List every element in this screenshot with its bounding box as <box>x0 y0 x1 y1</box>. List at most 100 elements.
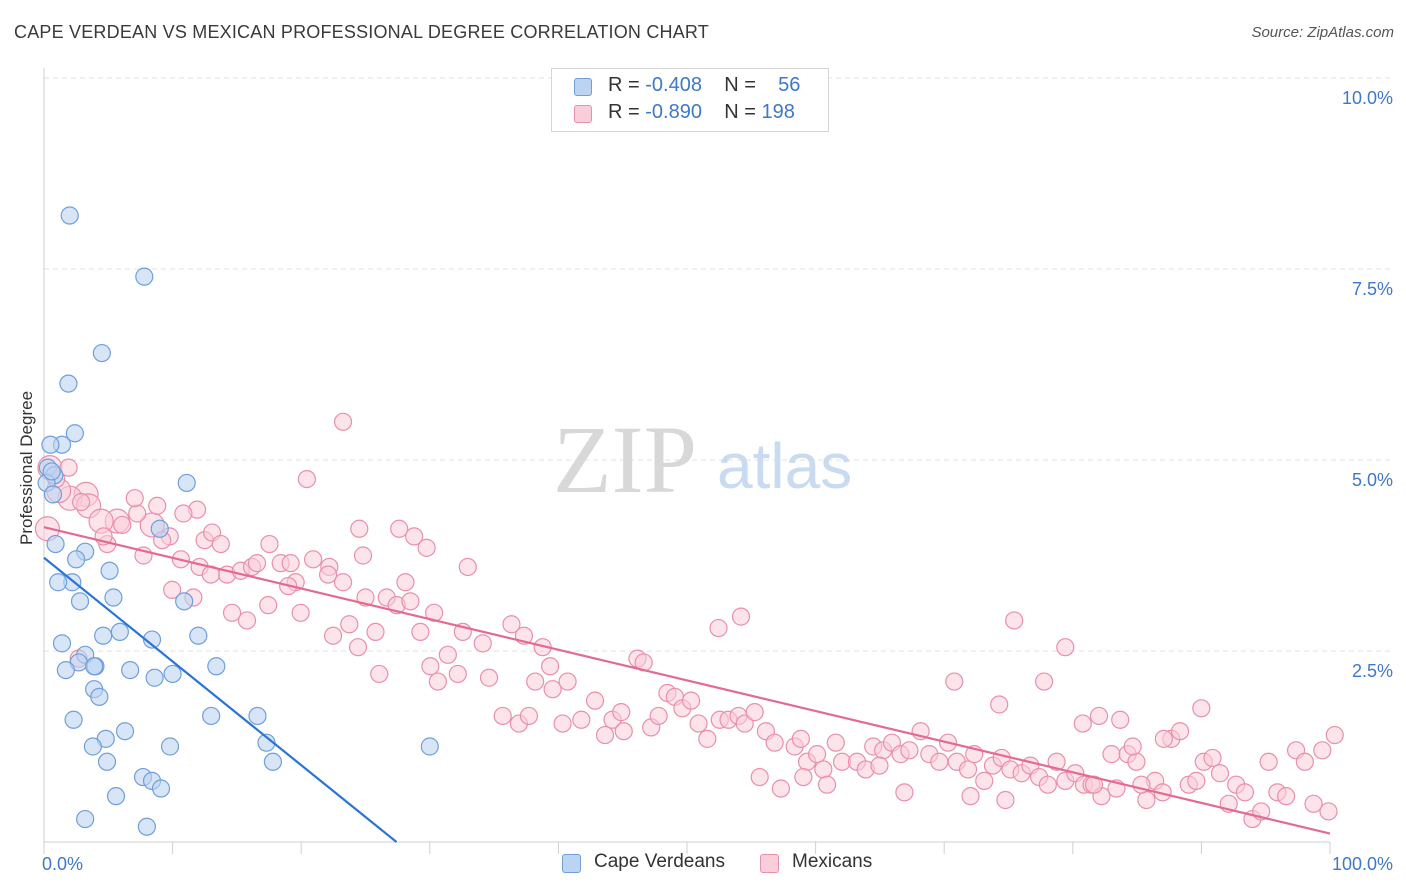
cape-verdean-point <box>189 626 208 645</box>
mexican-point <box>975 771 994 790</box>
cape-verdean-point <box>145 668 164 687</box>
mexican-point <box>930 752 949 771</box>
mexican-point <box>1089 706 1109 726</box>
legend-n-value: 56 <box>778 74 801 96</box>
y-tick-label: 7.5% <box>1352 279 1393 299</box>
mexican-point <box>211 534 230 554</box>
mexican-point <box>870 756 889 775</box>
mexican-point <box>222 603 242 622</box>
mexican-point <box>1038 775 1057 794</box>
mexican-point <box>1047 752 1066 771</box>
mexican-point <box>541 657 560 676</box>
cape-verdean-point <box>41 435 60 454</box>
mexican-point <box>366 622 385 642</box>
mexican-point <box>553 714 572 733</box>
bottom-legend-label: Mexicans <box>792 851 873 872</box>
mexican-point <box>709 618 728 638</box>
cape-verdean-point <box>52 634 72 653</box>
mexican-point <box>1325 725 1344 745</box>
mexican-point <box>348 638 368 657</box>
cape-verdean-point <box>106 787 126 806</box>
mexican-point <box>945 672 964 691</box>
cape-verdean-point <box>175 592 194 611</box>
mexican-point <box>814 760 833 779</box>
axes <box>43 68 1331 854</box>
mexican-point <box>125 489 144 508</box>
mexican-point <box>237 611 257 630</box>
cape-verdean-point <box>64 710 83 729</box>
mexican-point <box>649 706 668 726</box>
cape-verdean-point <box>85 657 104 676</box>
mexican-point <box>390 519 409 538</box>
mexican-point <box>247 554 267 573</box>
mexican-point <box>745 703 764 722</box>
cape-verdean-point <box>60 206 79 225</box>
mexican-point <box>333 412 353 431</box>
cape-verdean-point <box>42 462 61 481</box>
x-tick-labels: 0.0% 100.0% <box>42 854 1393 874</box>
cape-verdean-point <box>160 737 180 756</box>
watermark-zip: ZIP <box>553 406 697 513</box>
legend-r-label: R = <box>608 101 646 123</box>
mexican-point <box>585 691 605 710</box>
cape-verdean-point <box>46 534 65 554</box>
cape-verdean-points <box>37 206 439 836</box>
mexican-point <box>990 695 1009 714</box>
cape-verdean-point <box>97 752 117 771</box>
mexican-point <box>428 672 447 691</box>
mexican-point <box>794 767 813 787</box>
cape-verdean-point <box>163 664 182 684</box>
watermark-atlas: atlas <box>717 430 852 502</box>
mexican-point <box>148 496 167 515</box>
bottom-legend-label: Cape Verdeans <box>594 851 725 872</box>
legend-n-label: N = <box>724 74 762 96</box>
cape-verdean-point <box>115 722 135 741</box>
mexican-point <box>502 615 521 634</box>
mexican-point <box>765 733 784 752</box>
mexican-point <box>297 470 316 489</box>
mexican-point <box>817 775 837 794</box>
mexican-point <box>1235 783 1255 802</box>
cape-verdean-point <box>207 657 226 676</box>
mexican-point <box>958 760 978 779</box>
legend-n-label: N = <box>724 101 762 123</box>
cape-verdean-point <box>202 706 221 726</box>
cape-verdean-point <box>151 779 171 798</box>
mexican-point <box>681 691 701 710</box>
mexican-point <box>698 729 717 748</box>
mexican-point <box>735 714 754 733</box>
cape-verdean-point <box>110 622 129 642</box>
mexican-point <box>771 779 791 798</box>
mexican-point <box>318 565 338 584</box>
x-tick-label-max: 100.0% <box>1332 854 1393 874</box>
legend-swatch-pink <box>574 105 592 123</box>
mexican-point <box>421 657 440 676</box>
cape-verdean-point <box>100 561 119 580</box>
cape-verdean-point <box>94 626 113 645</box>
mexican-point <box>1102 745 1121 764</box>
mexican-point <box>1259 752 1278 771</box>
cape-verdean-point <box>67 550 86 569</box>
mexican-point <box>1056 638 1075 657</box>
mexican-point <box>1313 741 1332 760</box>
mexican-point <box>612 703 631 722</box>
cape-verdean-point <box>420 737 439 756</box>
mexican-point <box>448 664 467 684</box>
cape-verdean-point <box>65 424 84 443</box>
mexican-point <box>479 668 499 687</box>
cape-verdean-point <box>104 588 123 607</box>
cape-verdean-point <box>142 630 162 649</box>
mexican-point <box>526 672 545 691</box>
mexican-trend-line <box>43 526 1331 835</box>
mexican-point <box>807 745 827 764</box>
mexican-point <box>750 767 769 787</box>
cape-verdean-point <box>121 660 140 680</box>
cape-verdean-point <box>90 687 109 706</box>
legend: R = -0.408 N = 56 R = -0.890 N = 198 <box>551 68 829 132</box>
y-axis-label: Professional Degree <box>17 390 36 545</box>
mexican-point <box>996 790 1015 810</box>
cape-verdean-point <box>56 660 75 680</box>
mexican-point <box>458 557 477 577</box>
mexican-point <box>163 580 182 599</box>
cape-verdean-point <box>137 817 156 836</box>
